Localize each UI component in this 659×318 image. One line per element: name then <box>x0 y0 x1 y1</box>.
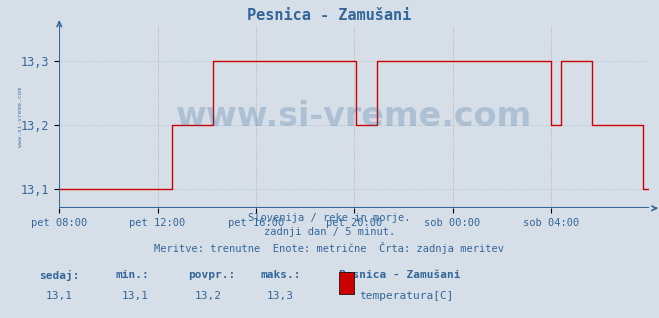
Text: Pesnica - Zamušani: Pesnica - Zamušani <box>339 270 461 280</box>
Text: zadnji dan / 5 minut.: zadnji dan / 5 minut. <box>264 227 395 237</box>
Text: www.si-vreme.com: www.si-vreme.com <box>18 87 24 147</box>
Text: 13,3: 13,3 <box>267 291 294 301</box>
Text: www.si-vreme.com: www.si-vreme.com <box>176 100 532 133</box>
Text: maks.:: maks.: <box>260 270 301 280</box>
Text: 13,2: 13,2 <box>194 291 221 301</box>
Text: povpr.:: povpr.: <box>188 270 235 280</box>
Text: Pesnica - Zamušani: Pesnica - Zamušani <box>247 8 412 23</box>
Text: 13,1: 13,1 <box>122 291 149 301</box>
Text: sedaj:: sedaj: <box>40 270 80 281</box>
Text: Slovenija / reke in morje.: Slovenija / reke in morje. <box>248 213 411 223</box>
Text: 13,1: 13,1 <box>46 291 73 301</box>
Text: temperatura[C]: temperatura[C] <box>359 291 453 301</box>
Text: Meritve: trenutne  Enote: metrične  Črta: zadnja meritev: Meritve: trenutne Enote: metrične Črta: … <box>154 242 505 254</box>
Text: min.:: min.: <box>115 270 149 280</box>
